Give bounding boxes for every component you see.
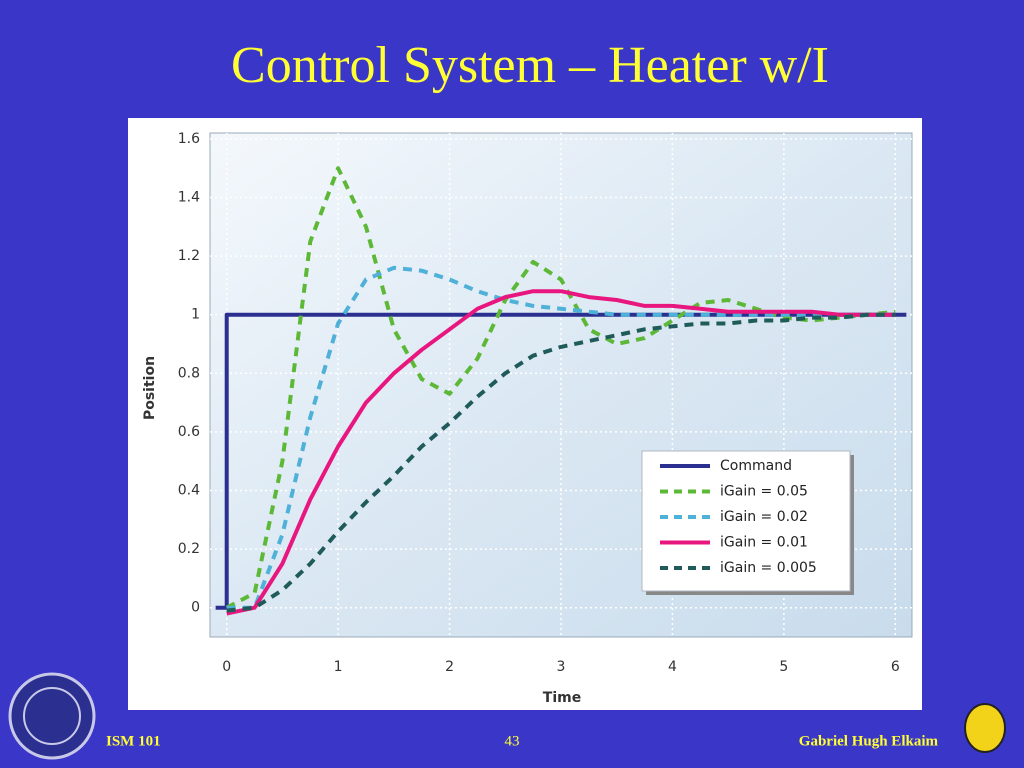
legend-label: iGain = 0.02 bbox=[720, 509, 808, 525]
legend-label: iGain = 0.005 bbox=[720, 560, 817, 576]
legend-label: iGain = 0.01 bbox=[720, 535, 808, 551]
x-tick-label: 0 bbox=[222, 659, 231, 675]
legend-label: iGain = 0.05 bbox=[720, 484, 808, 500]
series-line bbox=[226, 265, 896, 610]
slide-title: Control System – Heater w/I bbox=[231, 37, 829, 94]
series-line bbox=[226, 289, 896, 616]
y-tick-label: 0.4 bbox=[178, 482, 200, 498]
seal-ring bbox=[8, 672, 96, 760]
series-line bbox=[225, 166, 896, 610]
mascot bbox=[964, 703, 1006, 753]
y-tick-label: 0.6 bbox=[178, 424, 200, 440]
footer-page: 43 bbox=[505, 733, 520, 749]
series-line bbox=[226, 312, 896, 613]
x-tick-label: 2 bbox=[445, 659, 454, 675]
x-tick-label: 4 bbox=[668, 659, 677, 675]
y-axis-label: Position bbox=[142, 356, 158, 420]
y-tick-label: 1.2 bbox=[178, 248, 200, 264]
series-line bbox=[215, 312, 907, 610]
y-tick-label: 1.4 bbox=[178, 189, 200, 205]
y-tick-label: 0.8 bbox=[178, 365, 200, 381]
footer-author: Gabriel Hugh Elkaim bbox=[799, 733, 939, 749]
x-tick-label: 3 bbox=[557, 659, 566, 675]
legend: Command iGain = 0.05 iGain = 0.02 iGain = 0… bbox=[641, 450, 854, 595]
x-tick-label: 1 bbox=[334, 659, 343, 675]
y-tick-label: 1 bbox=[191, 307, 200, 323]
x-tick-label: 6 bbox=[891, 659, 900, 675]
x-axis-label: Time bbox=[543, 690, 581, 706]
y-tick-label: 1.6 bbox=[178, 131, 200, 147]
lines bbox=[215, 166, 907, 616]
seal-inner bbox=[23, 687, 81, 745]
footer-course: ISM 101 bbox=[106, 733, 161, 749]
mascot-body bbox=[964, 703, 1006, 753]
legend-label: Command bbox=[720, 458, 792, 474]
y-tick-label: 0 bbox=[191, 600, 200, 616]
x-tick-label: 5 bbox=[779, 659, 788, 675]
seal bbox=[8, 672, 96, 760]
y-tick-label: 0.2 bbox=[178, 541, 200, 557]
